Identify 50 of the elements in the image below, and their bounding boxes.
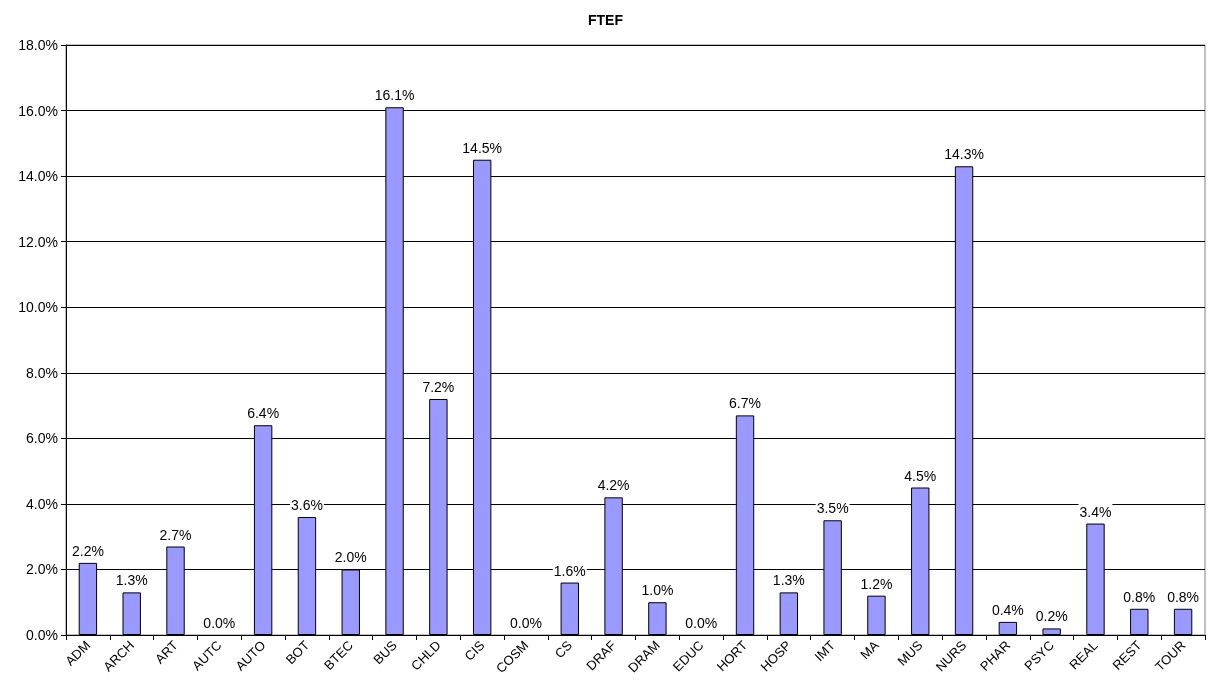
bar (122, 592, 141, 635)
y-tick-label: 14.0% (18, 168, 58, 185)
y-tick-label: 18.0% (18, 37, 58, 53)
data-label: 0.8% (1167, 588, 1200, 605)
data-label: 7.2% (422, 379, 455, 395)
y-tick-label: 8.0% (26, 364, 58, 381)
bar (779, 592, 799, 635)
data-label: 1.6% (553, 562, 586, 579)
data-label: 3.4% (1079, 503, 1112, 520)
data-label: 2.0% (334, 549, 367, 566)
bar (648, 602, 667, 635)
data-label: 0.0% (685, 615, 718, 631)
y-tick-label: 12.0% (18, 233, 58, 250)
data-label: 16.1% (374, 87, 415, 104)
data-label: 1.0% (641, 582, 674, 599)
x-tick-label: MA (857, 637, 882, 663)
data-label: 1.3% (115, 572, 148, 589)
bar (1173, 608, 1193, 635)
bar (1042, 628, 1061, 635)
x-tick-label: IMT (811, 637, 838, 665)
data-label: 3.5% (816, 500, 849, 517)
y-tick-label: 6.0% (26, 430, 58, 447)
data-label: 6.4% (247, 405, 280, 422)
bar (560, 582, 579, 635)
data-label: 14.5% (462, 139, 503, 156)
data-label: 3.6% (290, 497, 323, 513)
data-label: 2.7% (159, 526, 192, 543)
data-label: 0.0% (203, 615, 236, 631)
y-tick-label: 16.0% (18, 102, 58, 119)
bar (867, 595, 886, 635)
data-label: 0.0% (510, 615, 542, 631)
data-label: 2.2% (71, 542, 104, 559)
data-label: 14.3% (944, 146, 984, 163)
data-label: 0.2% (1035, 608, 1068, 625)
x-tick-label: CIS (461, 637, 488, 664)
data-label: 1.3% (772, 572, 805, 589)
x-tick-label: CS (551, 637, 576, 662)
data-label: 4.5% (904, 467, 937, 484)
y-tick-label: 0.0% (26, 627, 58, 643)
data-label: 6.7% (729, 395, 761, 412)
bar (998, 621, 1018, 635)
chart-title: FTEF (588, 12, 624, 28)
data-label: 0.4% (991, 601, 1024, 618)
data-label: 4.2% (597, 477, 630, 494)
y-tick-label: 10.0% (18, 299, 58, 316)
bar (1130, 608, 1149, 635)
data-label: 0.8% (1123, 588, 1156, 605)
data-label: 1.2% (860, 575, 893, 592)
y-tick-label: 4.0% (26, 495, 58, 512)
y-tick-label: 2.0% (26, 561, 58, 578)
